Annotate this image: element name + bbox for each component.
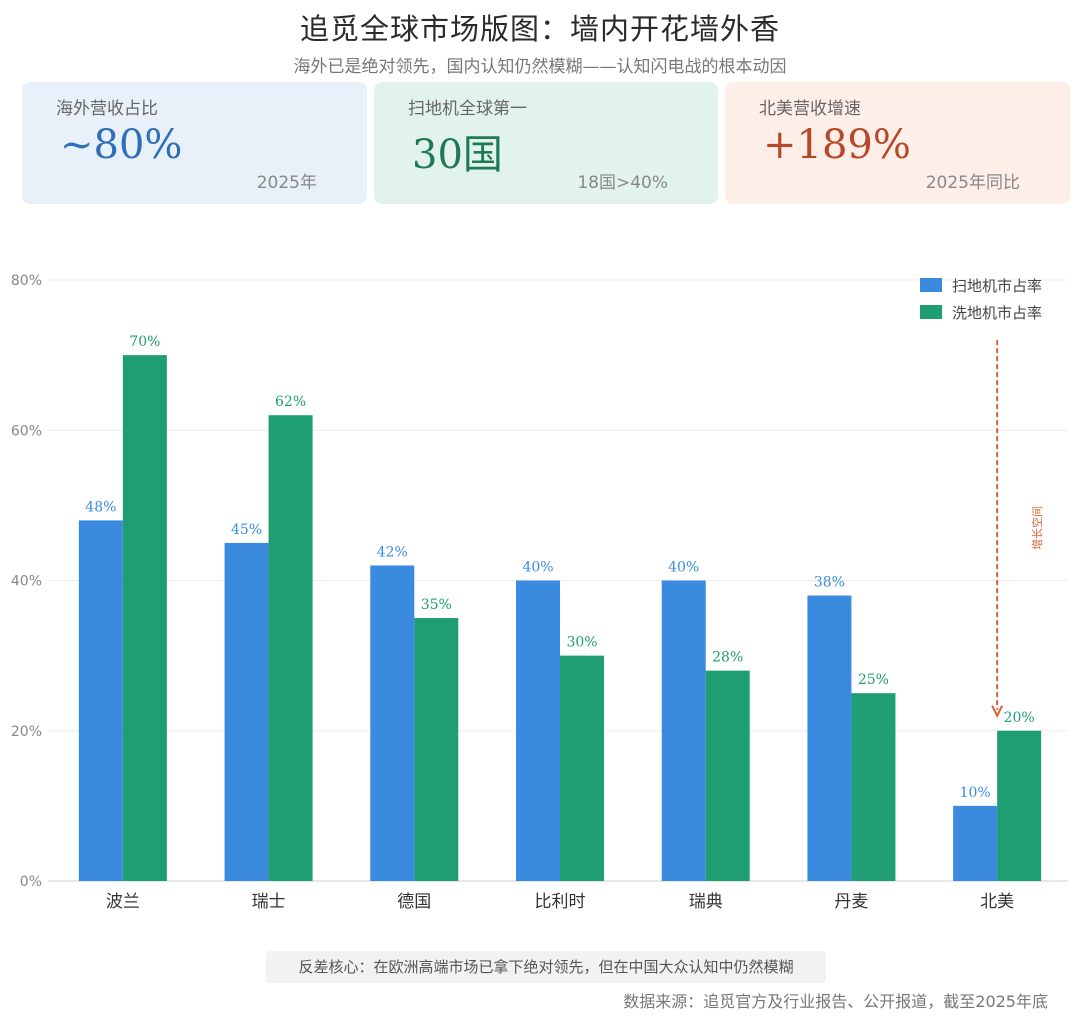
kpi-value: ~80% [60, 122, 183, 168]
y-tick-label: 80% [11, 273, 42, 289]
x-tick-label: 波兰 [106, 892, 140, 912]
x-tick-label: 瑞士 [252, 892, 286, 912]
bar [224, 542, 269, 881]
data-label: 42% [377, 544, 408, 560]
annotation-arrow-head [991, 705, 1004, 718]
data-label: 35% [421, 597, 452, 613]
kpi-note: 18国>40% [577, 173, 668, 193]
bar [78, 520, 123, 881]
bar-chart: 0% 20% 40% 60% 80% 48% 70% 波兰 45% 62% 瑞士 42% 35% 德国 40… [11, 273, 1068, 912]
bar [851, 693, 896, 881]
takeaway-note: 反差核心：在欧洲高端市场已拿下绝对领先，但在中国大众认知中仍然模糊 [266, 951, 826, 983]
bar [560, 655, 604, 881]
bar [705, 670, 750, 881]
data-label: 10% [960, 785, 991, 801]
data-label: 48% [85, 499, 116, 515]
bar [997, 730, 1042, 881]
bar [122, 355, 167, 881]
x-tick-label: 瑞典 [689, 892, 723, 912]
legend-label: 扫地机市占率 [952, 277, 1042, 295]
data-label: 40% [522, 560, 553, 576]
bar [661, 580, 706, 881]
data-source: 数据来源：追觅官方及行业报告、公开报道，截至2025年底 [623, 992, 1048, 1011]
chart-subtitle: 海外已是绝对领先，国内认知仍然模糊——认知闪电战的根本动因 [293, 57, 787, 77]
kpi-card-global-rank: 扫地机全球第一 30国 18国>40% [374, 82, 718, 204]
kpi-card-overseas-revenue: 海外营收占比 ~80% 2025年 [22, 82, 367, 204]
data-label: 30% [566, 635, 597, 651]
bar [516, 580, 560, 881]
data-label: 25% [858, 672, 889, 688]
annotation-text: 增长空间 [1030, 506, 1044, 550]
kpi-value: +189% [763, 122, 911, 168]
bar [414, 618, 459, 881]
x-tick-label: 比利时 [535, 892, 586, 912]
y-tick-label: 40% [11, 574, 42, 590]
data-label: 38% [814, 575, 845, 591]
kpi-label: 扫地机全球第一 [408, 99, 527, 119]
kpi-value: 30国 [412, 132, 503, 178]
legend-swatch [920, 278, 942, 292]
data-label: 45% [231, 522, 262, 538]
bar [807, 595, 852, 881]
bar [268, 415, 313, 881]
legend-swatch [920, 305, 942, 319]
y-tick-label: 0% [20, 874, 42, 890]
x-tick-label: 德国 [397, 892, 431, 912]
data-label: 40% [668, 560, 699, 576]
data-label: 20% [1004, 710, 1035, 726]
y-tick-label: 20% [11, 724, 42, 740]
legend-label: 洗地机市占率 [952, 304, 1042, 322]
bar [370, 565, 415, 881]
kpi-label: 北美营收增速 [759, 99, 861, 119]
kpi-note: 2025年 [256, 173, 317, 193]
chart-title: 追觅全球市场版图：墙内开花墙外香 [299, 12, 780, 46]
kpi-card-na-growth: 北美营收增速 +189% 2025年同比 [725, 82, 1070, 204]
x-tick-label: 丹麦 [834, 892, 868, 912]
kpi-label: 海外营收占比 [56, 99, 158, 119]
data-label: 28% [712, 650, 743, 666]
x-tick-label: 北美 [980, 892, 1014, 912]
data-label: 62% [275, 394, 306, 410]
kpi-note: 2025年同比 [925, 173, 1020, 193]
data-label: 70% [129, 334, 160, 350]
bar [953, 805, 998, 881]
y-tick-label: 60% [11, 423, 42, 439]
